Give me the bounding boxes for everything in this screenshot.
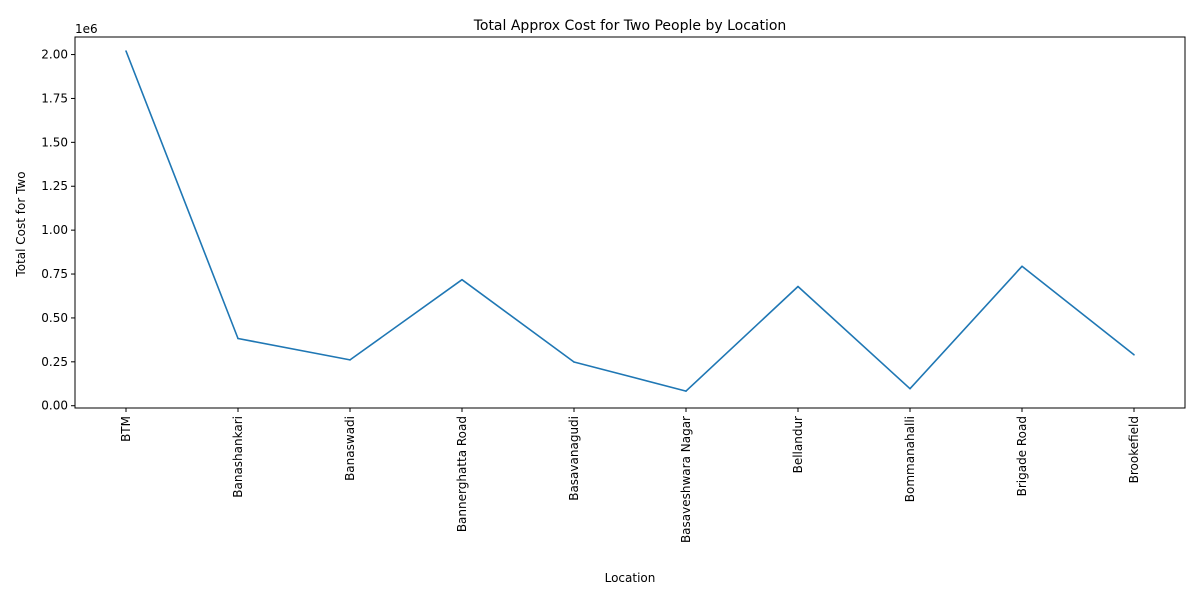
x-tick-label: Banaswadi <box>343 416 357 481</box>
y-axis-label: Total Cost for Two <box>14 171 28 277</box>
data-point <box>125 50 127 52</box>
x-tick-label: Bannerghatta Road <box>455 416 469 532</box>
data-point <box>909 387 911 390</box>
y-tick-label: 0.00 <box>41 399 68 413</box>
y-offset-label: 1e6 <box>75 22 98 36</box>
axes-frame <box>74 36 1186 409</box>
data-point <box>1133 353 1135 356</box>
chart-title: Total Approx Cost for Two People by Loca… <box>473 18 787 34</box>
data-point <box>797 285 799 288</box>
data-point <box>461 278 463 281</box>
x-tick-label: Banashankari <box>231 416 245 498</box>
plot-area: 0.00 0.25 0.50 0.75 1.00 1.25 1.50 1.75 2.00 BTM B… <box>41 36 1186 543</box>
data-point <box>573 361 575 363</box>
data-point <box>237 337 239 340</box>
data-point <box>1021 265 1023 268</box>
y-tick-label: 1.50 <box>41 135 68 149</box>
x-tick-label: Basaveshwara Nagar <box>679 416 693 543</box>
y-tick-label: 1.00 <box>41 223 68 237</box>
y-tick-label: 0.50 <box>41 311 68 325</box>
y-tick-label: 0.25 <box>41 355 68 369</box>
series-line <box>125 50 1135 392</box>
data-point <box>685 390 687 392</box>
x-tick-label: Bellandur <box>791 416 805 473</box>
y-tick-label: 2.00 <box>41 48 68 62</box>
x-tick-label: Bommanahalli <box>903 416 917 502</box>
x-axis-label: Location <box>605 571 656 585</box>
y-tick-label: 0.75 <box>41 267 68 281</box>
data-point <box>349 359 351 361</box>
y-tick-label: 1.75 <box>41 91 68 105</box>
x-tick-label: Brookefield <box>1127 416 1141 483</box>
x-tick-label: Brigade Road <box>1015 416 1029 496</box>
x-tick-label: BTM <box>119 416 133 442</box>
x-tick-label: Basavanagudi <box>567 416 581 501</box>
y-tick-label: 1.25 <box>41 179 68 193</box>
